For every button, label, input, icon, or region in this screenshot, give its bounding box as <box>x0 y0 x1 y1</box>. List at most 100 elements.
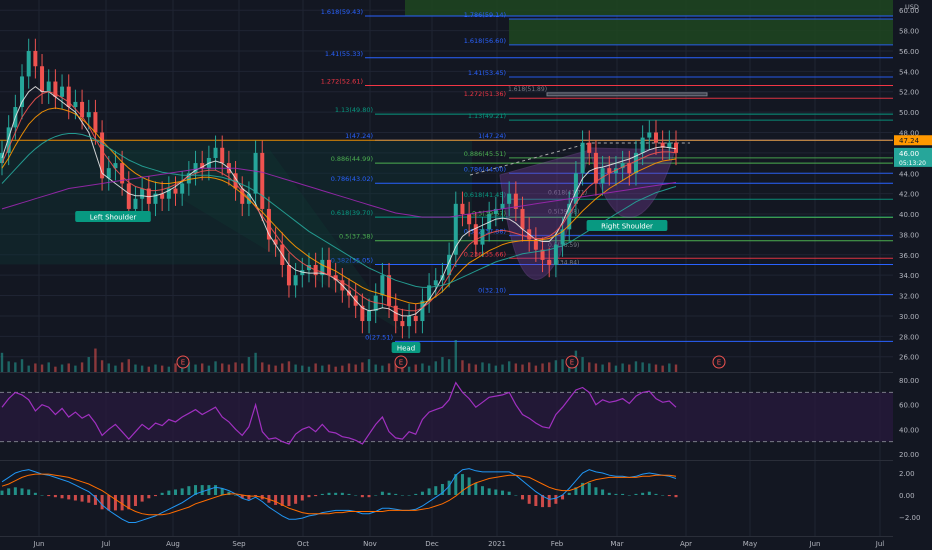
candle-body[interactable] <box>600 168 605 184</box>
candle-body[interactable] <box>640 137 645 153</box>
candle-body[interactable] <box>560 229 565 245</box>
candle-body[interactable] <box>460 203 465 215</box>
candle-body[interactable] <box>93 112 98 133</box>
candle-body[interactable] <box>520 208 525 230</box>
earnings-marker[interactable] <box>394 355 408 369</box>
candle-body[interactable] <box>140 188 145 199</box>
candle-body[interactable] <box>86 112 91 118</box>
candle-body[interactable] <box>647 132 652 138</box>
candle-body[interactable] <box>427 285 432 301</box>
candle-body[interactable] <box>26 50 31 77</box>
candle-body[interactable] <box>660 142 665 148</box>
candle-body[interactable] <box>106 168 111 179</box>
macd-histogram-bar <box>300 495 304 501</box>
time-axis[interactable]: Jun Jul Aug Sep Oct Nov Dec 2021 Feb Mar Apr May Jun… <box>33 540 885 548</box>
candle-body[interactable] <box>133 198 138 209</box>
earnings-marker[interactable] <box>712 355 726 369</box>
moving-average-line <box>1 107 677 305</box>
candle-body[interactable] <box>126 183 131 209</box>
last-price-badge[interactable] <box>894 135 932 146</box>
volume-bar <box>20 359 24 372</box>
candle-body[interactable] <box>253 152 258 194</box>
candle-body[interactable] <box>100 132 105 179</box>
candle-body[interactable] <box>80 101 85 118</box>
candle-body[interactable] <box>193 163 198 174</box>
candle-body[interactable] <box>413 315 418 322</box>
candle-body[interactable] <box>166 188 171 199</box>
candle-body[interactable] <box>580 142 585 174</box>
candle-body[interactable] <box>120 163 125 184</box>
candle-body[interactable] <box>607 168 612 174</box>
candle-body[interactable] <box>627 163 632 174</box>
candle-body[interactable] <box>553 244 558 265</box>
candle-body[interactable] <box>113 163 118 169</box>
candle-body[interactable] <box>160 193 165 199</box>
candle-body[interactable] <box>146 188 151 204</box>
candle-body[interactable] <box>493 208 498 215</box>
candle-body[interactable] <box>653 132 658 143</box>
candle-body[interactable] <box>400 321 405 327</box>
earnings-marker[interactable] <box>176 355 190 369</box>
candle-body[interactable] <box>467 214 472 225</box>
candle-body[interactable] <box>273 239 278 245</box>
candle-body[interactable] <box>620 163 625 169</box>
candle-body[interactable] <box>33 50 38 67</box>
candle-body[interactable] <box>300 270 305 276</box>
candle-body[interactable] <box>320 259 325 276</box>
candle-body[interactable] <box>73 101 78 108</box>
candle-body[interactable] <box>633 152 638 174</box>
candle-body[interactable] <box>500 203 505 209</box>
candle-body[interactable] <box>420 300 425 322</box>
candle-body[interactable] <box>360 305 365 322</box>
candle-body[interactable] <box>533 239 538 250</box>
candle-body[interactable] <box>540 249 545 260</box>
fib-label-left: 0.618(39.70) <box>331 209 373 217</box>
candle-body[interactable] <box>153 193 158 204</box>
candle-body[interactable] <box>60 86 65 97</box>
candle-body[interactable] <box>180 183 185 194</box>
candle-body[interactable] <box>220 147 225 164</box>
macd-histogram-bar <box>654 493 658 495</box>
current-price-badge[interactable] <box>894 147 932 167</box>
candle-body[interactable] <box>407 315 412 327</box>
candle-body[interactable] <box>447 254 452 276</box>
candle-body[interactable] <box>53 81 58 97</box>
candle-body[interactable] <box>20 76 25 108</box>
rsi-pane[interactable] <box>0 381 893 445</box>
candle-body[interactable] <box>587 142 592 153</box>
price-tick-label: 44.00 <box>899 170 919 178</box>
candle-body[interactable] <box>213 147 218 158</box>
price-axis[interactable]: USD60.0058.0056.0054.0052.0050.0048.0046… <box>893 0 932 550</box>
candle-body[interactable] <box>367 310 372 322</box>
candle-body[interactable] <box>473 224 478 245</box>
candle-body[interactable] <box>240 188 245 204</box>
candle-body[interactable] <box>186 173 191 184</box>
macd-histogram-bar <box>140 495 144 502</box>
candle-body[interactable] <box>380 275 385 296</box>
earnings-marker[interactable] <box>565 355 579 369</box>
candle-body[interactable] <box>66 86 71 108</box>
candle-body[interactable] <box>266 208 271 240</box>
candle-body[interactable] <box>6 127 11 153</box>
candle-body[interactable] <box>673 142 679 153</box>
candle-body[interactable] <box>387 275 392 306</box>
candle-body[interactable] <box>173 188 178 194</box>
candle-body[interactable] <box>507 193 512 204</box>
candle-body[interactable] <box>667 142 672 148</box>
candle-body[interactable] <box>200 163 205 169</box>
macd-pane[interactable] <box>0 468 678 523</box>
candle-body[interactable] <box>40 66 45 92</box>
candle-body[interactable] <box>293 275 298 286</box>
fibonacci-levels[interactable]: 1.618(59.43) 1.41(55.33) 1.272(52.61) 1.13(… <box>0 8 893 342</box>
candle-body[interactable] <box>46 81 51 92</box>
candle-body[interactable] <box>513 193 518 209</box>
candle-body[interactable] <box>547 259 552 265</box>
candle-body[interactable] <box>260 152 265 209</box>
candle-body[interactable] <box>567 203 572 230</box>
candle-body[interactable] <box>433 280 438 286</box>
candle-body[interactable] <box>573 173 578 204</box>
candle-body[interactable] <box>453 203 458 255</box>
candle-body[interactable] <box>286 264 291 286</box>
